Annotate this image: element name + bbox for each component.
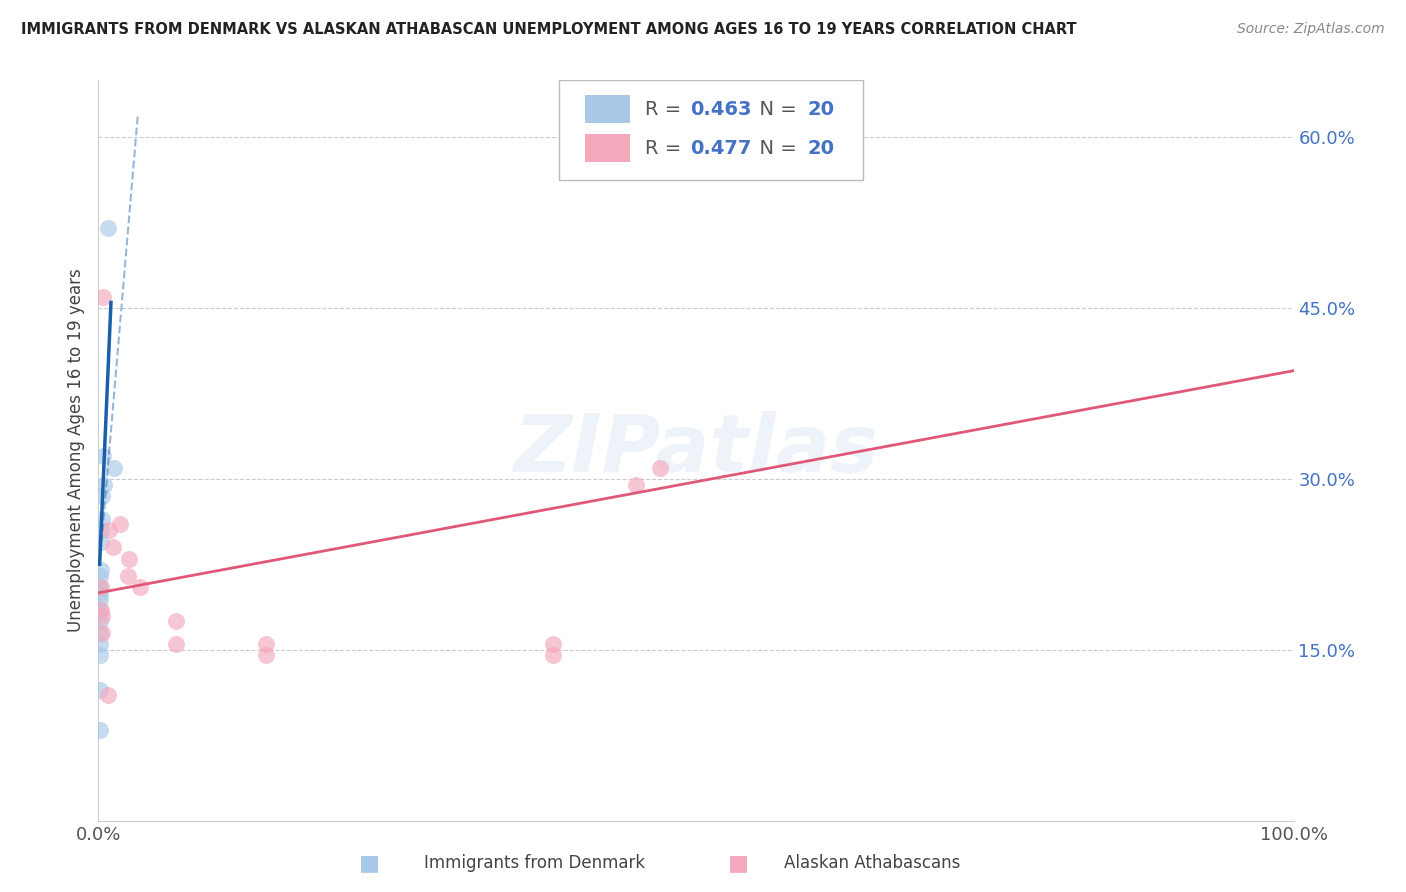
Point bbox=[89, 591, 111, 606]
Point bbox=[89, 586, 111, 600]
Point bbox=[90, 603, 112, 617]
Point bbox=[97, 221, 120, 235]
Point bbox=[129, 580, 152, 594]
Point bbox=[91, 290, 114, 304]
FancyBboxPatch shape bbox=[585, 95, 630, 123]
Point bbox=[91, 449, 114, 463]
Y-axis label: Unemployment Among Ages 16 to 19 years: Unemployment Among Ages 16 to 19 years bbox=[66, 268, 84, 632]
Point bbox=[91, 512, 114, 526]
Point bbox=[541, 648, 564, 663]
Point bbox=[91, 489, 114, 503]
Point bbox=[89, 615, 111, 629]
Point bbox=[117, 568, 139, 582]
Point bbox=[89, 580, 111, 594]
Point bbox=[97, 689, 120, 703]
Point bbox=[108, 517, 131, 532]
Text: 20: 20 bbox=[807, 139, 834, 158]
Point bbox=[89, 682, 111, 697]
Point bbox=[254, 637, 277, 651]
Point bbox=[254, 648, 277, 663]
Point bbox=[90, 534, 112, 549]
Text: IMMIGRANTS FROM DENMARK VS ALASKAN ATHABASCAN UNEMPLOYMENT AMONG AGES 16 TO 19 Y: IMMIGRANTS FROM DENMARK VS ALASKAN ATHAB… bbox=[21, 22, 1077, 37]
Point bbox=[89, 625, 111, 640]
Point bbox=[89, 603, 111, 617]
Point bbox=[89, 637, 111, 651]
Text: Source: ZipAtlas.com: Source: ZipAtlas.com bbox=[1237, 22, 1385, 37]
Point bbox=[165, 637, 187, 651]
Point bbox=[90, 563, 112, 577]
Point bbox=[165, 615, 187, 629]
Text: ZIPatlas: ZIPatlas bbox=[513, 411, 879, 490]
Text: ■: ■ bbox=[728, 854, 748, 873]
Text: N =: N = bbox=[748, 100, 803, 119]
FancyBboxPatch shape bbox=[558, 80, 863, 180]
Point bbox=[541, 637, 564, 651]
Point bbox=[648, 460, 672, 475]
Point bbox=[89, 723, 111, 737]
Point bbox=[91, 625, 114, 640]
Point bbox=[91, 608, 114, 623]
Text: R =: R = bbox=[644, 139, 688, 158]
Point bbox=[118, 551, 141, 566]
Point bbox=[98, 523, 121, 537]
Point bbox=[90, 580, 112, 594]
Text: 20: 20 bbox=[807, 100, 834, 119]
Text: R =: R = bbox=[644, 100, 688, 119]
Point bbox=[93, 477, 115, 491]
Text: Immigrants from Denmark: Immigrants from Denmark bbox=[423, 855, 645, 872]
Text: ■: ■ bbox=[360, 854, 380, 873]
Point bbox=[89, 568, 111, 582]
Point bbox=[101, 541, 124, 555]
Text: 0.463: 0.463 bbox=[690, 100, 751, 119]
Point bbox=[90, 523, 112, 537]
Point bbox=[89, 648, 111, 663]
FancyBboxPatch shape bbox=[585, 135, 630, 162]
Text: N =: N = bbox=[748, 139, 803, 158]
Text: 0.477: 0.477 bbox=[690, 139, 751, 158]
Text: Alaskan Athabascans: Alaskan Athabascans bbox=[783, 855, 960, 872]
Point bbox=[103, 460, 125, 475]
Point bbox=[626, 477, 648, 491]
